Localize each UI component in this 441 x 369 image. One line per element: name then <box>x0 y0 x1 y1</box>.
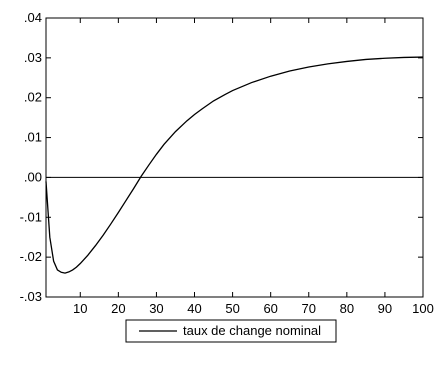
x-tick-label: 80 <box>340 301 354 316</box>
x-tick-label: 60 <box>263 301 277 316</box>
x-tick-label: 70 <box>302 301 316 316</box>
x-tick-label: 40 <box>187 301 201 316</box>
series-line-taux-de-change-nominal <box>45 56 424 274</box>
x-tick-label: 50 <box>225 301 239 316</box>
y-tick-label: .03 <box>24 50 42 65</box>
x-tick-label: 10 <box>73 301 87 316</box>
y-tick-label: .04 <box>24 10 42 25</box>
y-tick-label: .01 <box>24 130 42 145</box>
y-axis: -.03 -.02 -.01 .00 .01 .02 .03 .04 <box>20 10 423 304</box>
x-tick-label: 30 <box>149 301 163 316</box>
y-tick-label: -.01 <box>20 209 42 224</box>
legend-label: taux de change nominal <box>183 323 321 338</box>
y-tick-label: .02 <box>24 90 42 105</box>
y-tick-label: -.02 <box>20 249 42 264</box>
x-tick-label: 100 <box>412 301 434 316</box>
x-tick-label: 90 <box>378 301 392 316</box>
plot-area <box>45 17 424 298</box>
legend: taux de change nominal <box>125 319 337 343</box>
x-tick-label: 20 <box>111 301 125 316</box>
y-tick-label: -.03 <box>20 289 42 304</box>
x-axis: 10 20 30 40 50 60 70 80 90 100 <box>73 18 434 316</box>
y-tick-label: .00 <box>24 169 42 184</box>
legend-box <box>125 319 337 343</box>
